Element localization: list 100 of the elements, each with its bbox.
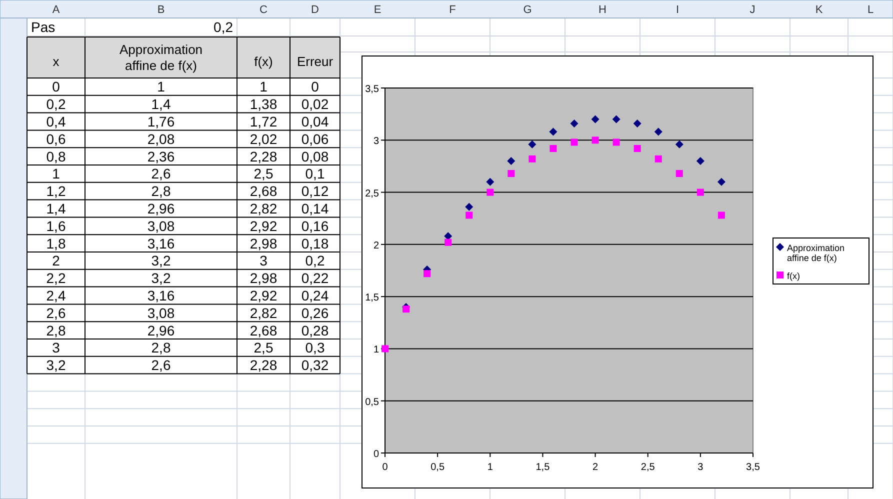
text: 2,98 bbox=[250, 235, 278, 252]
category-label: B bbox=[157, 4, 165, 16]
text: 3,2 bbox=[151, 270, 171, 286]
point bbox=[550, 144, 557, 152]
text: 0 bbox=[52, 78, 60, 95]
y-tick-label: 1,5 bbox=[365, 292, 380, 304]
category-label: L bbox=[867, 4, 874, 16]
point bbox=[508, 170, 515, 178]
text: 0,2 bbox=[214, 19, 234, 35]
text: 2,28 bbox=[250, 357, 278, 374]
text: 2,8 bbox=[151, 340, 171, 356]
point bbox=[633, 119, 642, 128]
text: 2,36 bbox=[147, 148, 175, 164]
point bbox=[696, 188, 704, 196]
category-label: D bbox=[311, 4, 320, 16]
text: f(x) bbox=[254, 54, 273, 69]
point bbox=[718, 212, 725, 219]
point bbox=[486, 188, 494, 196]
x-tick-label: 1 bbox=[487, 462, 494, 473]
point bbox=[675, 140, 684, 148]
text: 1,38 bbox=[250, 96, 278, 112]
text: 0,22 bbox=[301, 270, 329, 286]
y-tick-label: 3,5 bbox=[365, 84, 380, 95]
text: x bbox=[52, 54, 60, 69]
text: 2,5 bbox=[254, 340, 274, 356]
category-label: I bbox=[676, 4, 680, 16]
text: 1,72 bbox=[250, 114, 278, 130]
x-tick-label: 0,5 bbox=[430, 462, 445, 473]
category-label: E bbox=[374, 4, 382, 16]
point bbox=[465, 202, 474, 211]
y-tick-label: 2 bbox=[373, 240, 380, 252]
point bbox=[654, 155, 662, 162]
text: 0,08 bbox=[301, 148, 329, 164]
text: 0,4 bbox=[46, 114, 66, 130]
legend-label: Approximation affine de f(x) bbox=[787, 243, 845, 263]
point bbox=[466, 212, 473, 219]
text: 3 bbox=[260, 252, 268, 269]
category-label: K bbox=[815, 4, 824, 16]
text: 2,96 bbox=[147, 200, 175, 216]
text: 2,2 bbox=[46, 270, 66, 286]
text: 3,2 bbox=[151, 252, 171, 269]
text: 3 bbox=[52, 340, 60, 356]
text: 0,26 bbox=[301, 304, 329, 321]
text: 1 bbox=[157, 78, 166, 95]
text: 0,06 bbox=[301, 130, 329, 147]
y-tick-label: 0,5 bbox=[365, 396, 380, 408]
text: 0 bbox=[311, 78, 320, 95]
y-tick-label: 3 bbox=[373, 136, 380, 148]
text: 1 bbox=[260, 78, 268, 95]
text: 3,08 bbox=[147, 304, 175, 321]
text: 0,12 bbox=[301, 183, 329, 200]
point bbox=[612, 138, 620, 146]
text: 3,08 bbox=[147, 218, 175, 234]
text: 3,16 bbox=[147, 235, 175, 252]
y-tick-label: 1 bbox=[373, 344, 380, 356]
text: 2,82 bbox=[250, 304, 278, 321]
text: 2 bbox=[52, 252, 60, 269]
point bbox=[570, 138, 578, 146]
text: Erreur bbox=[296, 54, 334, 69]
point bbox=[486, 178, 494, 186]
text: 1 bbox=[52, 166, 60, 182]
point bbox=[717, 178, 726, 186]
text: 1,76 bbox=[147, 114, 175, 130]
text: 1,4 bbox=[151, 96, 171, 112]
text: 2,28 bbox=[250, 148, 278, 164]
text: 0,2 bbox=[305, 252, 325, 269]
text: 0,2 bbox=[46, 96, 66, 112]
text: 2,68 bbox=[250, 183, 278, 200]
text: 2,4 bbox=[46, 288, 66, 304]
text: 0,8 bbox=[46, 148, 66, 164]
text: 0,28 bbox=[301, 322, 329, 338]
category-label: A bbox=[52, 4, 60, 16]
text: 2,5 bbox=[254, 166, 274, 182]
point bbox=[654, 128, 662, 136]
text: 0,6 bbox=[46, 130, 66, 147]
text: 1,2 bbox=[46, 183, 66, 200]
point bbox=[634, 144, 641, 152]
text: 3,16 bbox=[147, 288, 175, 304]
text: 0,1 bbox=[305, 166, 325, 182]
point bbox=[612, 115, 620, 124]
text: 2,8 bbox=[46, 322, 66, 338]
legend-label: f(x) bbox=[787, 271, 800, 281]
text: 1,6 bbox=[46, 218, 66, 234]
point bbox=[592, 136, 599, 144]
point bbox=[444, 238, 452, 246]
text: 2,92 bbox=[250, 218, 278, 234]
text: 2,6 bbox=[46, 304, 66, 321]
point bbox=[570, 119, 578, 128]
text: 2,92 bbox=[250, 288, 278, 304]
text: 1,8 bbox=[46, 235, 66, 252]
text: 2,6 bbox=[151, 166, 171, 182]
x-tick-label: 3 bbox=[698, 462, 704, 473]
text: 2,68 bbox=[250, 322, 278, 338]
x-tick-label: 2,5 bbox=[640, 462, 656, 473]
y-tick-label: 0 bbox=[373, 449, 380, 460]
text: 0,32 bbox=[301, 357, 329, 374]
text: 0,02 bbox=[301, 96, 329, 112]
category-label: H bbox=[598, 4, 607, 16]
text: 0,3 bbox=[305, 340, 325, 356]
point bbox=[507, 157, 516, 165]
